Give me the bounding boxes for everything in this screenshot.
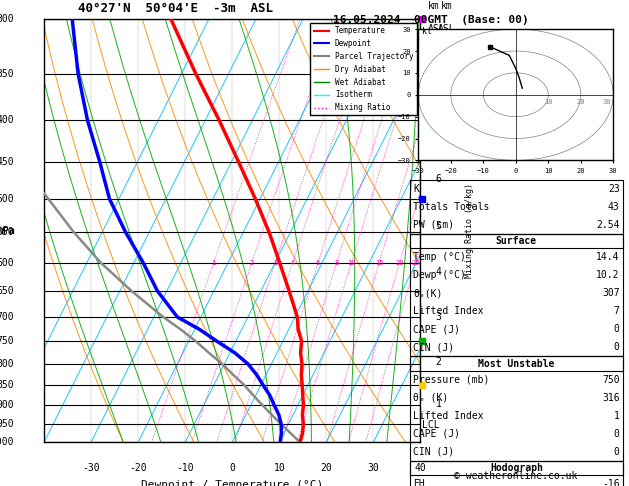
Text: 10.2: 10.2 [596,270,620,280]
Text: 950: 950 [0,419,14,429]
Text: ASL: ASL [428,24,445,34]
Text: Lifted Index: Lifted Index [413,411,484,421]
Text: 10: 10 [274,464,285,473]
Text: 650: 650 [0,286,14,296]
Text: -20: -20 [130,464,147,473]
Text: 20: 20 [577,99,585,105]
Text: Lifted Index: Lifted Index [413,306,484,316]
Text: 3: 3 [273,260,277,266]
Text: 750: 750 [602,375,620,385]
Text: θₑ(K): θₑ(K) [413,288,443,298]
Text: θₑ (K): θₑ (K) [413,393,448,403]
Text: 1: 1 [614,411,620,421]
Text: 1000: 1000 [0,437,14,447]
Text: 350: 350 [0,69,14,79]
Text: Surface: Surface [496,236,537,246]
Text: 550: 550 [0,227,14,237]
Text: CAPE (J): CAPE (J) [413,324,460,334]
Text: 0: 0 [230,464,235,473]
Text: Dewp (°C): Dewp (°C) [413,270,466,280]
Text: Totals Totals: Totals Totals [413,202,489,212]
Text: 40: 40 [415,464,426,473]
Text: 3: 3 [435,312,442,322]
Text: ASL: ASL [438,24,455,34]
Text: 2: 2 [435,357,442,367]
Text: -16: -16 [602,479,620,486]
Text: 1: 1 [435,399,442,410]
Text: 20: 20 [320,464,332,473]
Text: 10: 10 [544,99,552,105]
Text: PW (cm): PW (cm) [413,220,454,230]
Text: 20: 20 [395,260,404,266]
Text: 0: 0 [614,447,620,457]
Text: Dewpoint / Temperature (°C): Dewpoint / Temperature (°C) [141,480,323,486]
Text: hPa: hPa [0,226,15,236]
Text: kt: kt [421,27,431,35]
Text: km: km [428,1,440,11]
Text: EH: EH [413,479,425,486]
Text: 307: 307 [602,288,620,298]
Text: 16.05.2024  00GMT  (Base: 00): 16.05.2024 00GMT (Base: 00) [333,15,529,25]
Text: 400: 400 [0,116,14,125]
Text: 1: 1 [211,260,216,266]
Text: 450: 450 [0,157,14,167]
Text: Temp (°C): Temp (°C) [413,252,466,262]
Text: 2.54: 2.54 [596,220,620,230]
Text: 7: 7 [435,124,442,134]
Text: 23: 23 [608,184,620,194]
Text: Most Unstable: Most Unstable [478,359,555,368]
Text: 14.4: 14.4 [596,252,620,262]
Text: 4: 4 [291,260,295,266]
Text: 30: 30 [367,464,379,473]
Text: 300: 300 [0,15,14,24]
Text: 10: 10 [347,260,355,266]
Text: Mixing Ratio (g/kg): Mixing Ratio (g/kg) [465,183,474,278]
Text: 0: 0 [614,324,620,334]
Text: 0: 0 [614,342,620,352]
Text: 2: 2 [250,260,254,266]
Text: -30: -30 [82,464,100,473]
Text: 7: 7 [614,306,620,316]
Text: 6: 6 [435,174,442,184]
Text: LCL: LCL [422,420,440,430]
Legend: Temperature, Dewpoint, Parcel Trajectory, Dry Adiabat, Wet Adiabat, Isotherm, Mi: Temperature, Dewpoint, Parcel Trajectory… [311,23,416,115]
Text: 600: 600 [0,258,14,268]
Text: 500: 500 [0,194,14,204]
Text: 15: 15 [375,260,383,266]
Text: 30: 30 [603,99,611,105]
Text: km: km [441,1,453,11]
Text: 43: 43 [608,202,620,212]
Text: 800: 800 [0,359,14,369]
Text: 0: 0 [614,429,620,439]
Text: Hodograph: Hodograph [490,463,543,473]
Text: K: K [413,184,419,194]
Text: CAPE (J): CAPE (J) [413,429,460,439]
Text: 8: 8 [435,75,442,86]
Text: 900: 900 [0,400,14,410]
Text: -10: -10 [176,464,194,473]
Text: 316: 316 [602,393,620,403]
Text: 4: 4 [435,267,442,277]
Text: 8: 8 [335,260,338,266]
Text: 25: 25 [411,260,420,266]
Text: 850: 850 [0,380,14,390]
Text: 750: 750 [0,336,14,346]
Text: 40°27'N  50°04'E  -3m  ASL: 40°27'N 50°04'E -3m ASL [78,2,273,15]
Text: 5: 5 [435,221,442,231]
Text: 6: 6 [316,260,320,266]
Text: CIN (J): CIN (J) [413,447,454,457]
Text: Pressure (mb): Pressure (mb) [413,375,489,385]
Text: CIN (J): CIN (J) [413,342,454,352]
Text: © weatheronline.co.uk: © weatheronline.co.uk [454,471,577,481]
Text: 700: 700 [0,312,14,322]
